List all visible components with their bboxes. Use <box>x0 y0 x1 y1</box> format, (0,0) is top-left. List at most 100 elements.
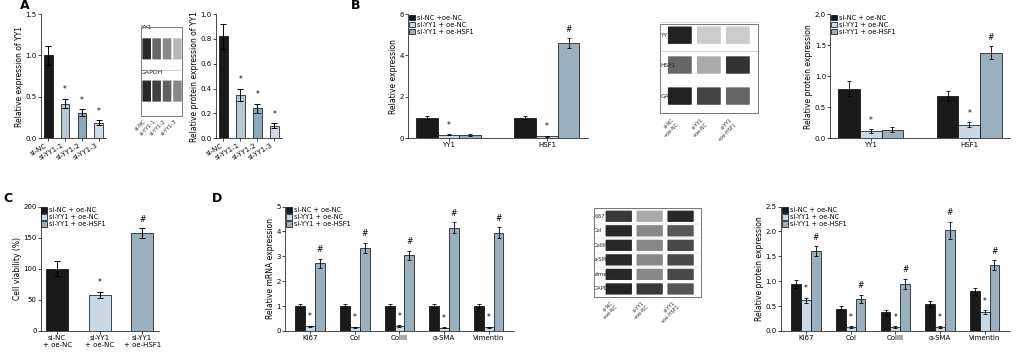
Text: si-NC: si-NC <box>133 118 147 132</box>
Bar <box>95 122 103 138</box>
Bar <box>934 327 944 331</box>
Text: *: * <box>255 90 259 99</box>
Text: *: * <box>79 96 84 105</box>
Bar <box>845 327 855 331</box>
FancyBboxPatch shape <box>152 81 161 102</box>
Bar <box>791 284 800 331</box>
Bar <box>514 118 536 138</box>
Text: #: # <box>361 229 368 238</box>
FancyBboxPatch shape <box>636 240 662 251</box>
Text: *: * <box>98 278 102 287</box>
Text: #: # <box>495 214 501 223</box>
FancyBboxPatch shape <box>667 87 691 105</box>
Bar <box>44 56 53 138</box>
Bar <box>838 89 859 138</box>
Bar <box>836 308 845 331</box>
Text: YY1: YY1 <box>141 25 152 30</box>
Text: *: * <box>446 121 450 130</box>
Text: *: * <box>441 314 445 323</box>
Bar <box>131 233 153 331</box>
Legend: si-NC + oe-NC, si-YY1 + oe-NC, si-YY1 + oe-HSF1: si-NC + oe-NC, si-YY1 + oe-NC, si-YY1 + … <box>285 207 350 227</box>
Bar <box>536 136 557 138</box>
Bar <box>394 326 404 331</box>
Text: *: * <box>803 284 807 293</box>
Text: *: * <box>848 313 852 322</box>
Bar <box>979 312 988 331</box>
Bar <box>429 306 439 331</box>
Bar <box>900 284 909 331</box>
Text: Ki67: Ki67 <box>593 214 604 219</box>
Text: #: # <box>139 215 146 224</box>
Bar <box>350 327 360 331</box>
FancyBboxPatch shape <box>726 26 749 44</box>
Text: #: # <box>857 281 863 290</box>
Legend: si-NC +oe-NC, si-YY1 + oe-NC, si-YY1 + oe-HSF1: si-NC +oe-NC, si-YY1 + oe-NC, si-YY1 + o… <box>409 15 473 35</box>
Bar <box>969 291 979 331</box>
Bar <box>944 231 954 331</box>
Text: si-YY1-2: si-YY1-2 <box>149 118 167 137</box>
Bar <box>339 306 350 331</box>
Text: *: * <box>966 109 970 118</box>
FancyBboxPatch shape <box>667 26 691 44</box>
Text: *: * <box>893 313 897 322</box>
Bar <box>979 52 1001 138</box>
FancyBboxPatch shape <box>605 240 632 251</box>
Bar <box>890 327 900 331</box>
Text: *: * <box>397 312 400 321</box>
Bar <box>439 328 448 331</box>
Bar <box>800 300 810 331</box>
Text: si-YY1
+oe-HSF1: si-YY1 +oe-HSF1 <box>655 300 680 325</box>
Text: A: A <box>19 0 30 12</box>
FancyBboxPatch shape <box>173 38 181 59</box>
Text: GAPDH: GAPDH <box>593 287 611 291</box>
Bar <box>305 326 315 331</box>
FancyBboxPatch shape <box>163 81 171 102</box>
Bar <box>437 134 459 138</box>
Bar <box>296 306 305 331</box>
Bar <box>404 255 414 331</box>
Text: #: # <box>406 237 412 246</box>
FancyBboxPatch shape <box>152 38 161 59</box>
Text: ColIII: ColIII <box>593 243 605 248</box>
Bar <box>141 26 181 116</box>
Text: *: * <box>544 122 548 132</box>
FancyBboxPatch shape <box>666 225 693 237</box>
Y-axis label: Relative expression: Relative expression <box>388 39 397 114</box>
Bar <box>880 130 903 138</box>
Text: YY1: YY1 <box>659 33 671 38</box>
Text: *: * <box>97 107 101 116</box>
Bar <box>46 269 68 331</box>
Text: #: # <box>990 247 997 256</box>
Text: #: # <box>317 245 323 254</box>
FancyBboxPatch shape <box>666 283 693 295</box>
Bar <box>416 118 437 138</box>
Text: #: # <box>901 265 908 274</box>
Y-axis label: Cell viability (%): Cell viability (%) <box>12 237 21 300</box>
Y-axis label: Relative protein expression: Relative protein expression <box>754 216 763 321</box>
FancyBboxPatch shape <box>143 38 151 59</box>
Text: *: * <box>308 312 312 321</box>
Y-axis label: Relative protein expression of YY1: Relative protein expression of YY1 <box>191 11 199 142</box>
Text: *: * <box>486 313 490 322</box>
Bar <box>89 295 111 331</box>
Bar <box>935 96 958 138</box>
FancyBboxPatch shape <box>666 240 693 251</box>
Text: GAPDH: GAPDH <box>659 94 681 99</box>
FancyBboxPatch shape <box>696 56 720 74</box>
FancyBboxPatch shape <box>666 269 693 280</box>
Bar <box>810 251 820 331</box>
FancyBboxPatch shape <box>666 210 693 222</box>
Y-axis label: Relative expression of YY1: Relative expression of YY1 <box>15 26 24 127</box>
FancyBboxPatch shape <box>667 56 691 74</box>
Bar <box>493 233 503 331</box>
Text: *: * <box>272 110 276 119</box>
Bar <box>859 131 880 138</box>
Bar <box>659 24 757 113</box>
Bar <box>235 95 245 138</box>
Bar <box>879 313 890 331</box>
FancyBboxPatch shape <box>605 210 632 222</box>
FancyBboxPatch shape <box>696 26 720 44</box>
FancyBboxPatch shape <box>605 254 632 265</box>
FancyBboxPatch shape <box>636 210 662 222</box>
Text: #: # <box>565 25 572 33</box>
